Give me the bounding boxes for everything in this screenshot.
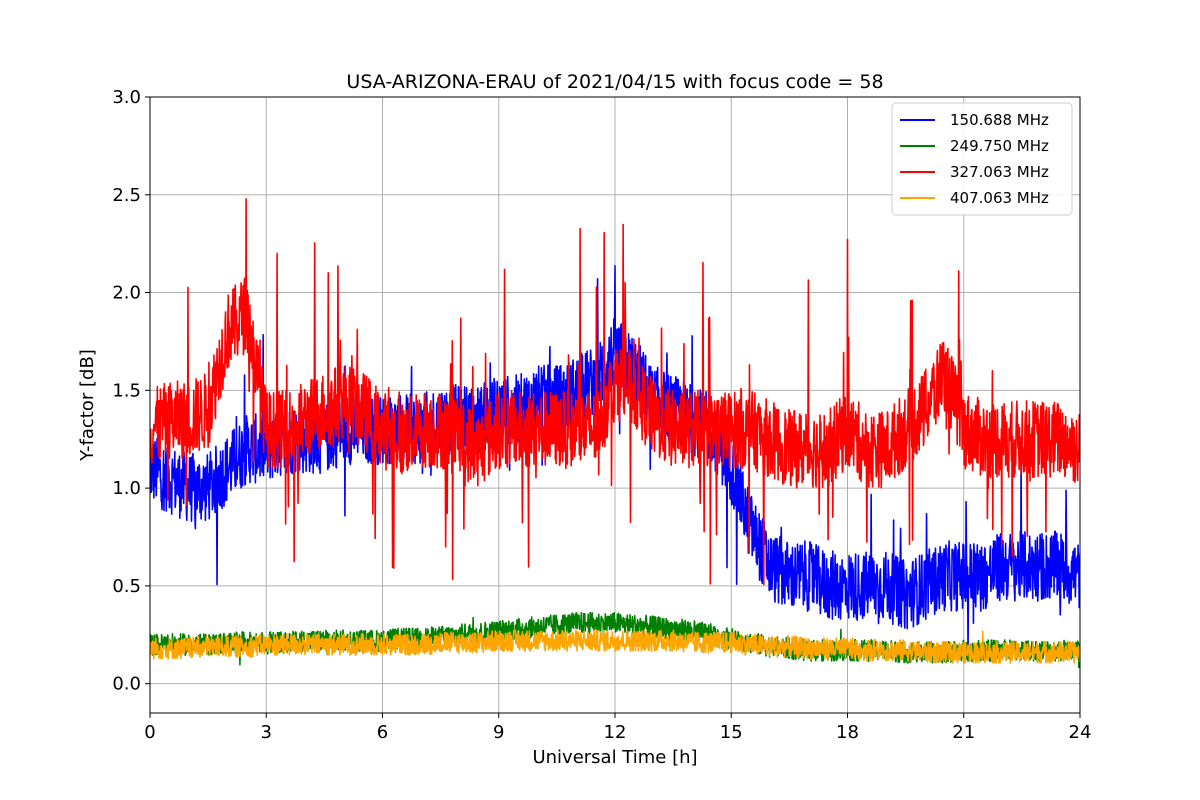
y-tick-label: 1.5: [112, 380, 141, 401]
x-tick-label: 3: [261, 722, 272, 743]
chart-title: USA-ARIZONA-ERAU of 2021/04/15 with focu…: [346, 71, 883, 93]
y-tick-label: 3.0: [112, 87, 141, 108]
series-line-3: [150, 198, 1080, 586]
x-tick-label: 0: [144, 722, 155, 743]
legend-label-3: 327.063 MHz: [950, 163, 1049, 181]
y-tick-label: 0.5: [112, 576, 141, 597]
legend-box: [891, 102, 1073, 216]
series-line-4: [150, 629, 1080, 664]
axis-ticks: 0 3 6 9 12 15 18 21 24 0.0 0.5 1.0 1.5 2.0 2.5 3.0: [112, 87, 1091, 743]
plot-area: [150, 198, 1080, 669]
legend-label-1: 150.688 MHz: [950, 111, 1049, 129]
x-tick-label: 21: [952, 722, 975, 743]
y-tick-label: 2.5: [112, 185, 141, 206]
x-tick-label: 18: [836, 722, 859, 743]
y-tick-label: 2.0: [112, 283, 141, 304]
legend-label-2: 249.750 MHz: [950, 137, 1049, 155]
x-tick-label: 12: [604, 722, 627, 743]
x-tick-label: 9: [493, 722, 504, 743]
x-axis-title: Universal Time [h]: [532, 747, 697, 768]
x-tick-label: 24: [1069, 722, 1092, 743]
y-axis-title: Y-factor [dB]: [77, 349, 98, 462]
series-line-1: [150, 265, 1080, 654]
y-tick-label: 0.0: [112, 674, 141, 695]
x-tick-label: 6: [377, 722, 388, 743]
legend: 150.688 MHz 249.750 MHz 327.063 MHz 407.063…: [891, 102, 1073, 216]
y-tick-label: 1.0: [112, 478, 141, 499]
legend-label-4: 407.063 MHz: [950, 189, 1049, 207]
x-tick-label: 15: [720, 722, 743, 743]
